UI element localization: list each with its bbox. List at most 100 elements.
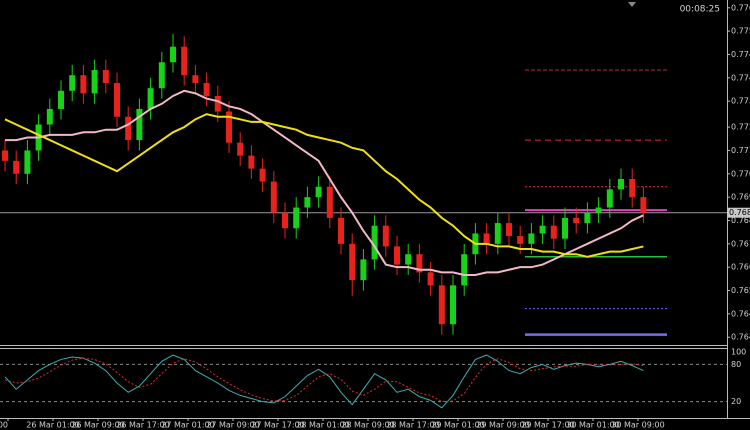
candle-body [270, 181, 277, 213]
candle-body [170, 46, 176, 63]
candle-body [293, 207, 300, 229]
candle-body [640, 197, 647, 213]
candle-body [483, 233, 490, 244]
oscillator-tick-label: 80 [731, 360, 741, 369]
y-tick-label: 0.7667 [731, 263, 750, 272]
candle-body [91, 70, 98, 94]
x-tick-label: 30 Mar 09:00 [611, 421, 664, 430]
x-tick-label: 30 Mar 01:00 [566, 421, 619, 430]
y-tick-label: 0.7685 [731, 216, 750, 225]
candle-body [46, 108, 53, 125]
y-tick-label: 0.7721 [731, 123, 750, 132]
candle-body [102, 70, 109, 84]
y-tick-label: 0.7731 [731, 97, 750, 106]
x-tick-label: 29 Mar 01:00 [431, 421, 484, 430]
candle-body [494, 223, 501, 244]
candle-body [226, 111, 232, 143]
candle-body [517, 236, 524, 244]
x-tick-label: 26 Mar 01:00 [26, 421, 79, 430]
moving-average [4, 113, 644, 258]
candle-body [136, 108, 143, 141]
shift-marker [628, 2, 636, 7]
candle-body [2, 150, 8, 161]
moving-average [5, 89, 644, 276]
candle-body [584, 212, 591, 224]
y-tick-label: 0.7740 [731, 73, 750, 82]
oscillator-tick-label: 100 [731, 348, 746, 357]
y-tick-label: 0.7712 [731, 146, 750, 155]
candle-body [13, 160, 20, 174]
candle-body [147, 88, 154, 109]
y-tick-label: 0.7749 [731, 50, 750, 59]
candle-body [461, 254, 468, 286]
candle-body [371, 225, 378, 260]
x-tick-label: 6:00 [0, 421, 8, 430]
candle-body [192, 75, 199, 84]
candle-body [629, 178, 636, 198]
y-tick-label: 0.7703 [731, 169, 750, 178]
candle-body [114, 83, 120, 117]
x-tick-label: 26 Mar 09:00 [71, 421, 124, 430]
candle-body [259, 168, 266, 182]
current-price-label: 0.7688 [729, 208, 750, 217]
x-tick-label: 27 Mar 17:00 [251, 421, 304, 430]
candle-body [573, 217, 580, 224]
candle-body [24, 150, 31, 174]
x-tick-label: 26 Mar 17:00 [116, 421, 169, 430]
x-tick-label: 27 Mar 09:00 [206, 421, 259, 430]
y-tick-label: 0.7676 [731, 239, 750, 248]
candle-body [248, 155, 255, 169]
candle-body [237, 142, 244, 156]
x-tick-label: 28 Mar 09:00 [341, 421, 394, 430]
candle-body [618, 178, 624, 190]
candle-body [315, 186, 322, 198]
y-tick-label: 0.7658 [731, 286, 750, 295]
current-price-box [727, 207, 750, 218]
oscillator-line [4, 357, 644, 403]
candle-body [550, 225, 557, 239]
oscillator-tick-label: 20 [731, 397, 741, 406]
x-tick-label: 28 Mar 17:00 [386, 421, 439, 430]
x-tick-label: 29 Mar 17:00 [521, 421, 574, 430]
candle-body [125, 116, 132, 141]
y-tick-label: 0.7649 [731, 309, 750, 318]
candle-body [214, 95, 221, 112]
candle-body [595, 207, 602, 213]
candle-body [405, 254, 412, 265]
x-tick-label: 28 Mar 01:00 [296, 421, 349, 430]
candle-body [606, 189, 613, 208]
candle-body [416, 254, 423, 273]
y-tick-label: 0.7758 [731, 27, 750, 36]
candle-body [382, 225, 389, 247]
clock: 00:08:25 [680, 5, 720, 15]
candle-body [360, 259, 367, 281]
candle-body [203, 83, 210, 96]
candle-body [539, 225, 546, 234]
candle-body [349, 243, 356, 281]
y-tick-label: 0.7767 [731, 3, 750, 12]
candle-body [450, 285, 456, 325]
candle-body [69, 75, 76, 91]
candle-body [338, 217, 344, 244]
candle-body [58, 90, 64, 109]
y-tick-label: 0.7640 [731, 333, 750, 342]
candle-body [438, 285, 445, 325]
candle-body [528, 233, 535, 244]
candle-body [181, 46, 188, 76]
x-tick-label: 29 Mar 09:00 [476, 421, 529, 430]
candle-body [158, 62, 165, 89]
candle-body [427, 272, 434, 286]
x-tick-label: 27 Mar 01:00 [161, 421, 214, 430]
candle-body [506, 223, 512, 237]
candle-body [394, 246, 400, 265]
candle-body [326, 186, 333, 218]
candle-body [304, 197, 311, 208]
candle-body [562, 217, 568, 239]
y-tick-label: 0.7694 [731, 193, 750, 202]
oscillator-line [4, 354, 644, 409]
candle-body [80, 75, 87, 94]
candle-body [282, 212, 288, 229]
